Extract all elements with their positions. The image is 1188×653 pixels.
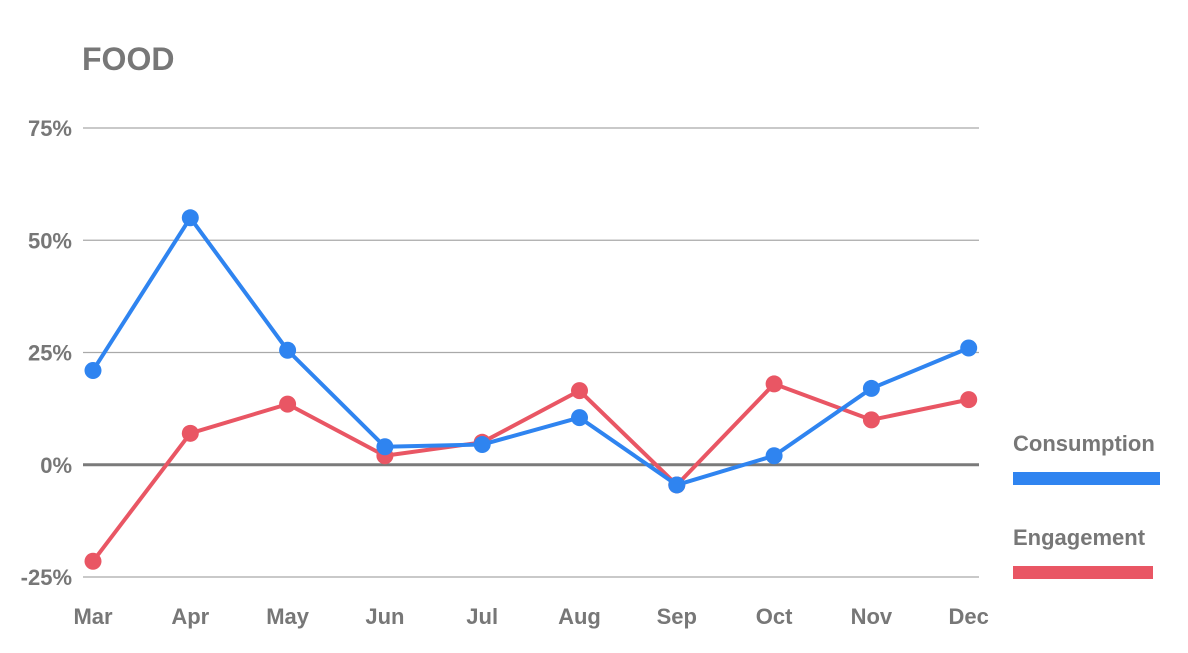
data-point <box>571 382 588 400</box>
data-point <box>862 411 880 429</box>
x-tick-label: Mar <box>73 604 113 629</box>
y-axis-tick-labels: 75% 50% 25% 0% -25% <box>21 116 72 590</box>
data-point <box>765 375 783 393</box>
x-tick-label: Apr <box>171 604 209 629</box>
x-tick-label: May <box>266 604 310 629</box>
y-tick-label: 75% <box>28 116 72 141</box>
x-tick-label: Dec <box>949 604 989 629</box>
data-point <box>473 436 491 454</box>
data-point <box>181 424 199 442</box>
y-tick-label: 25% <box>28 341 72 366</box>
chart-title: FOOD <box>82 41 174 77</box>
legend-swatch <box>1013 566 1153 579</box>
data-point <box>181 209 199 227</box>
data-point <box>960 339 978 357</box>
data-point <box>84 552 102 570</box>
legend-label: Consumption <box>1013 431 1155 456</box>
data-point <box>765 447 783 465</box>
data-point <box>668 476 686 494</box>
data-point <box>84 361 102 379</box>
grid-lines <box>83 127 979 578</box>
data-point <box>960 391 978 409</box>
series-line <box>91 215 971 487</box>
series-engagement <box>84 375 978 570</box>
legend-item-consumption: Consumption <box>1013 431 1160 485</box>
legend-label: Engagement <box>1013 525 1146 550</box>
y-tick-label: 50% <box>28 228 72 253</box>
legend-swatch <box>1013 472 1160 485</box>
legend: Consumption Engagement <box>1013 431 1160 579</box>
data-point <box>376 438 394 456</box>
data-point <box>862 379 880 397</box>
x-tick-label: Nov <box>851 604 893 629</box>
series-consumption <box>84 209 978 494</box>
y-tick-label: -25% <box>21 565 72 590</box>
x-tick-label: Oct <box>756 604 793 629</box>
x-tick-label: Aug <box>558 604 601 629</box>
y-tick-label: 0% <box>40 453 72 478</box>
x-tick-label: Sep <box>657 604 697 629</box>
series-lines <box>84 209 978 570</box>
data-point <box>571 409 588 427</box>
data-point <box>279 395 297 413</box>
x-tick-label: Jul <box>466 604 498 629</box>
data-point <box>279 341 297 359</box>
series-line <box>91 381 971 564</box>
x-axis-tick-labels: Mar Apr May Jun Jul Aug Sep Oct Nov Dec <box>73 604 988 629</box>
x-tick-label: Jun <box>365 604 404 629</box>
legend-item-engagement: Engagement <box>1013 525 1153 579</box>
